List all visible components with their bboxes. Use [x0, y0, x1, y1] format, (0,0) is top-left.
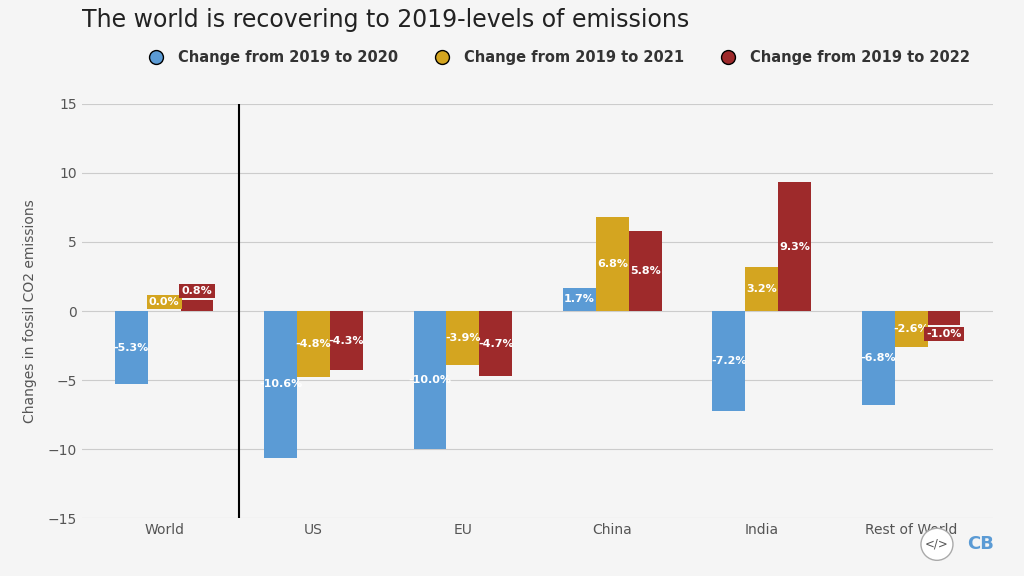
Y-axis label: Changes in fossil CO2 emissions: Changes in fossil CO2 emissions	[23, 199, 37, 423]
Text: -5.3%: -5.3%	[114, 343, 148, 353]
Text: -6.8%: -6.8%	[860, 353, 896, 363]
Bar	[330, 311, 362, 370]
Bar	[264, 311, 297, 457]
Text: -4.7%: -4.7%	[478, 339, 514, 348]
Bar	[745, 267, 778, 311]
Text: 0.0%: 0.0%	[148, 297, 179, 307]
Bar	[180, 300, 213, 311]
Text: 6.8%: 6.8%	[597, 259, 628, 269]
Bar	[563, 287, 596, 311]
Bar	[862, 311, 895, 405]
Bar	[297, 311, 330, 377]
Bar	[713, 311, 745, 411]
Text: -4.3%: -4.3%	[329, 336, 365, 346]
Text: -1.0%: -1.0%	[927, 329, 962, 339]
Text: 9.3%: 9.3%	[779, 242, 810, 252]
Bar	[778, 183, 811, 311]
Bar	[596, 217, 629, 311]
Bar	[928, 311, 961, 325]
Text: -3.9%: -3.9%	[445, 333, 480, 343]
Text: -7.2%: -7.2%	[711, 356, 746, 366]
Bar	[895, 311, 928, 347]
Bar	[446, 311, 479, 365]
Text: 1.7%: 1.7%	[564, 294, 595, 304]
Text: 5.8%: 5.8%	[630, 266, 660, 276]
Legend: Change from 2019 to 2020, Change from 2019 to 2021, Change from 2019 to 2022: Change from 2019 to 2020, Change from 20…	[136, 44, 976, 71]
Text: -10.0%: -10.0%	[409, 375, 452, 385]
Text: -2.6%: -2.6%	[893, 324, 929, 334]
Bar	[629, 231, 662, 311]
Text: CB: CB	[968, 535, 994, 554]
Bar	[479, 311, 512, 376]
Bar	[115, 311, 147, 384]
Text: -10.6%: -10.6%	[259, 380, 302, 389]
Text: The world is recovering to 2019-levels of emissions: The world is recovering to 2019-levels o…	[82, 8, 689, 32]
Text: </>: </>	[925, 538, 949, 551]
Bar	[414, 311, 446, 449]
Text: 0.8%: 0.8%	[181, 286, 212, 296]
Text: 3.2%: 3.2%	[746, 284, 777, 294]
Text: -4.8%: -4.8%	[296, 339, 332, 349]
